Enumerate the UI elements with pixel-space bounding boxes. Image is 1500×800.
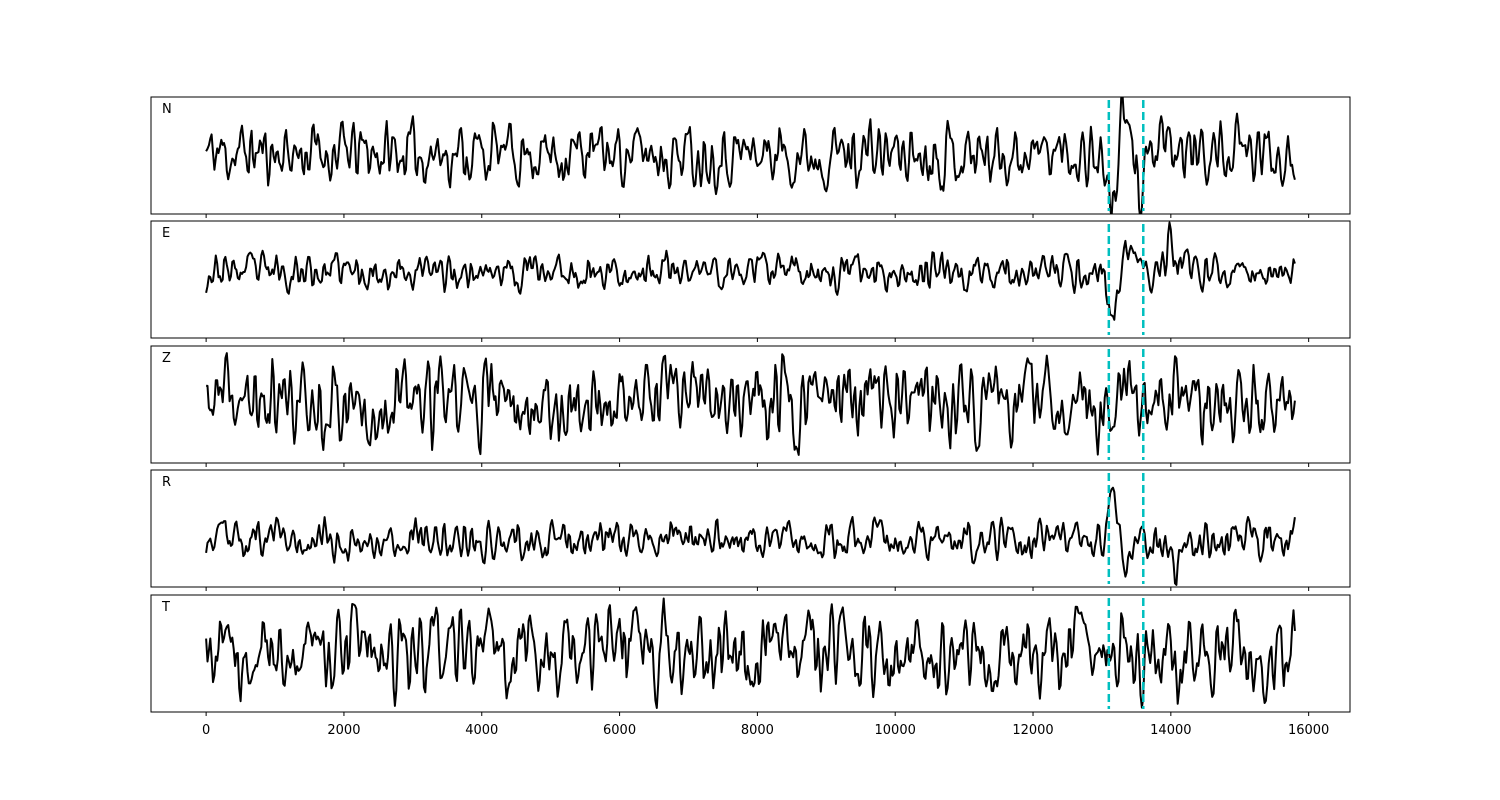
panel-n: N: [150, 96, 1351, 218]
x-tick-label: 2000: [327, 723, 360, 738]
x-tick-label: 16000: [1288, 723, 1329, 738]
panel-r: R: [150, 469, 1351, 591]
x-tick-label: 10000: [875, 723, 916, 738]
trace-e: [205, 221, 1296, 321]
panel-frame: [150, 96, 1351, 215]
panel-label-z: Z: [162, 351, 171, 366]
trace-n: [205, 97, 1296, 214]
trace-t: [205, 597, 1296, 709]
panel-frame: [150, 220, 1351, 339]
panel-frame: [150, 594, 1351, 713]
panel-label-n: N: [162, 102, 172, 117]
trace-z: [205, 352, 1296, 456]
x-axis: 0 2000 4000 6000 8000 10000 12000 14000 16000: [202, 723, 1329, 738]
panel-t: T: [150, 594, 1351, 716]
x-tick-label: 12000: [1012, 723, 1053, 738]
x-tick-label: 6000: [603, 723, 636, 738]
panel-frame: [150, 345, 1351, 464]
x-tick-label: 0: [202, 723, 210, 738]
panel-z: Z: [150, 345, 1351, 467]
x-tick-label: 4000: [465, 723, 498, 738]
panel-frame: [150, 469, 1351, 588]
panels-group: N E Z R T: [150, 96, 1351, 716]
panel-label-e: E: [162, 226, 170, 241]
panel-e: E: [150, 220, 1351, 342]
panel-label-t: T: [161, 600, 170, 615]
x-tick-label: 14000: [1150, 723, 1191, 738]
panel-label-r: R: [162, 475, 171, 490]
x-tick-label: 8000: [741, 723, 774, 738]
trace-r: [205, 486, 1296, 586]
